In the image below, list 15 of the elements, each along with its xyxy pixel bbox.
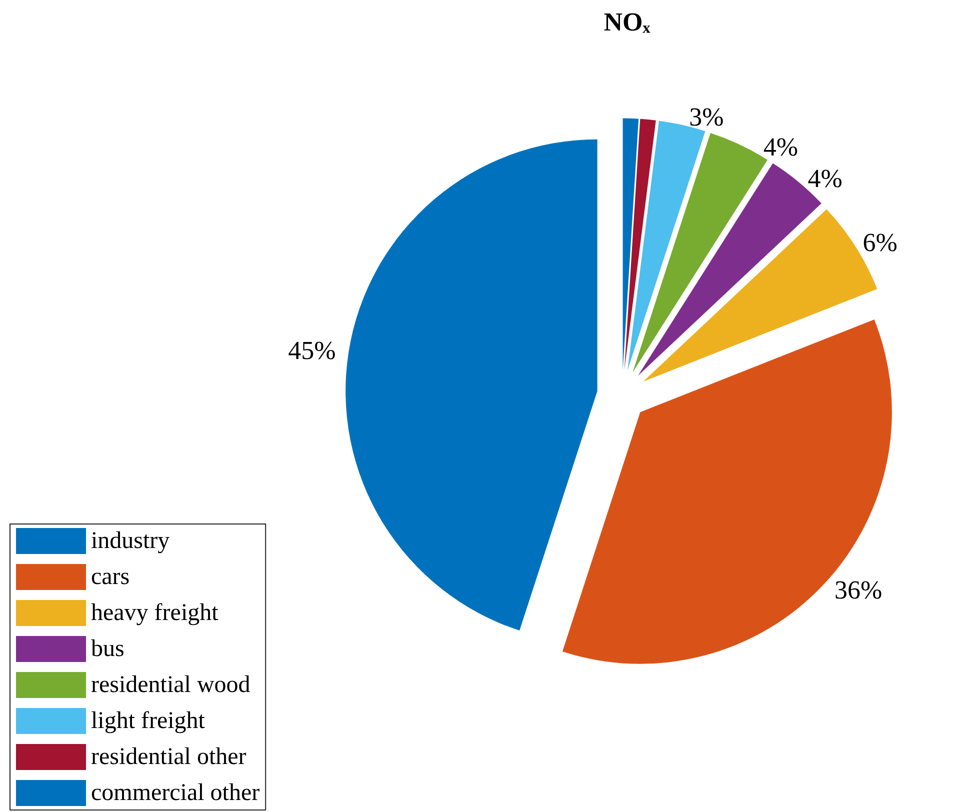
legend-label: cars xyxy=(91,564,130,590)
legend-label: industry xyxy=(91,528,170,554)
legend-label: residential wood xyxy=(91,672,250,698)
data-label: 45% xyxy=(288,336,336,365)
legend-label: light freight xyxy=(91,708,206,734)
legend-label: heavy freight xyxy=(91,600,219,626)
data-label: 6% xyxy=(862,228,898,257)
legend-label: commercial other xyxy=(91,780,260,806)
chart-title: NOₓ xyxy=(604,8,651,36)
legend-label: residential other xyxy=(91,744,246,770)
data-label: 4% xyxy=(763,132,798,162)
data-label: 3% xyxy=(689,102,724,132)
data-label: 36% xyxy=(834,575,882,604)
data-label: 4% xyxy=(808,164,842,193)
legend-label: bus xyxy=(91,636,124,662)
